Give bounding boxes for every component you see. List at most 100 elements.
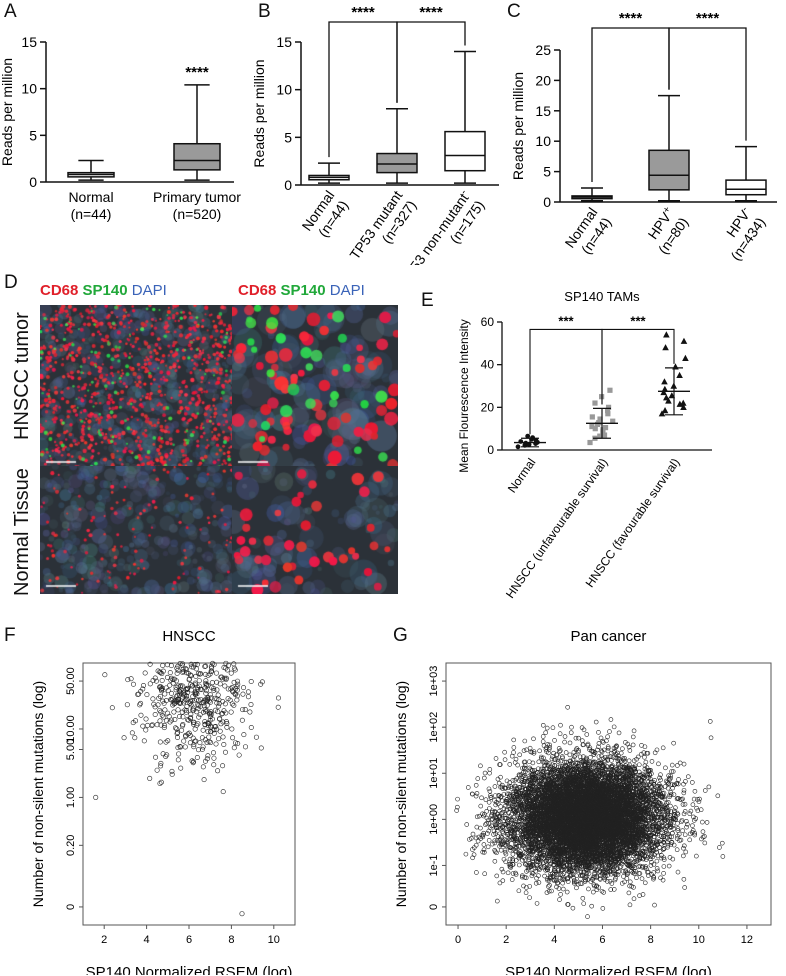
data-point	[504, 791, 510, 797]
x-axis-label: SP140 Normalized RSEM (log)	[505, 964, 712, 975]
data-point	[207, 711, 213, 717]
data-point	[189, 758, 195, 764]
data-point	[142, 670, 148, 676]
data-point	[194, 709, 200, 715]
data-point	[195, 747, 201, 753]
chart-title: Pan cancer	[571, 628, 647, 645]
data-point	[611, 750, 617, 755]
y-tick-label: 0	[543, 194, 551, 210]
data-point	[153, 678, 159, 684]
data-point	[675, 869, 681, 875]
data-point	[184, 666, 190, 672]
data-point	[174, 670, 180, 676]
data-point	[658, 410, 666, 417]
data-point	[175, 734, 181, 740]
x-tick-label: 4	[551, 934, 557, 946]
micrograph-normal-low-mag	[40, 466, 237, 594]
y-tick-label: 0	[428, 904, 440, 910]
data-point	[654, 858, 660, 864]
data-point	[186, 717, 192, 723]
sp140-label: SP140	[280, 282, 326, 299]
data-point	[587, 439, 593, 446]
data-point	[194, 661, 200, 667]
data-point	[169, 771, 175, 777]
data-point	[239, 911, 245, 917]
y-tick-label: 50.00	[65, 667, 77, 695]
x-tick-label: 8	[648, 934, 654, 946]
data-point	[694, 805, 699, 811]
y-tick-label: 0	[284, 177, 292, 193]
data-point	[192, 726, 198, 732]
data-point	[235, 678, 241, 684]
data-point	[610, 418, 616, 424]
y-tick-label: 10	[535, 133, 551, 149]
data-point	[165, 688, 171, 694]
data-point	[204, 739, 210, 745]
data-point	[654, 747, 660, 753]
x-tick-label: 6	[599, 934, 605, 946]
data-point	[196, 678, 202, 684]
y-axis-label: Number of non-silent mutations (log)	[393, 681, 409, 907]
y-tick-label: 0	[487, 443, 494, 457]
data-point	[200, 699, 206, 705]
data-point	[121, 735, 127, 741]
data-point	[640, 892, 646, 897]
data-point	[129, 730, 135, 736]
data-point	[182, 744, 188, 750]
data-point	[509, 753, 515, 759]
data-point	[483, 822, 488, 827]
data-point	[621, 874, 626, 879]
data-point	[158, 670, 164, 676]
data-point	[275, 695, 281, 701]
data-point	[474, 814, 480, 820]
data-point	[140, 723, 146, 729]
cd68-label: CD68	[40, 282, 79, 299]
data-point	[487, 767, 493, 772]
data-point	[176, 751, 182, 757]
data-point	[190, 705, 196, 711]
data-point	[159, 712, 165, 718]
data-point	[203, 671, 209, 677]
data-point	[511, 745, 517, 750]
data-point	[109, 705, 115, 711]
y-tick-label: 5	[543, 164, 551, 180]
data-point	[680, 337, 688, 344]
data-point	[213, 741, 219, 747]
data-point	[607, 729, 612, 734]
data-point	[170, 677, 176, 683]
data-point	[525, 867, 531, 873]
x-tick-label: 8	[228, 934, 234, 946]
data-point	[234, 687, 240, 693]
data-point	[161, 714, 167, 720]
y-tick-label: 1.00	[65, 787, 77, 808]
data-point	[681, 876, 687, 882]
data-point	[649, 759, 655, 764]
data-point	[130, 681, 136, 687]
data-point	[197, 686, 203, 692]
data-point	[191, 744, 197, 750]
data-point	[658, 875, 663, 881]
data-point	[245, 689, 251, 695]
data-point	[222, 683, 228, 689]
stain-label-right: CD68 SP140 DAPI	[238, 282, 365, 299]
data-point	[179, 727, 185, 733]
data-point	[630, 734, 636, 740]
data-point	[168, 690, 174, 696]
data-point	[473, 835, 479, 841]
data-point	[638, 751, 644, 757]
data-point	[211, 762, 217, 768]
data-point	[219, 711, 225, 717]
data-point	[214, 726, 220, 732]
data-point	[163, 698, 169, 704]
data-point	[502, 785, 508, 791]
y-tick-label: 60	[481, 315, 495, 329]
data-point	[615, 872, 621, 877]
data-point	[637, 871, 643, 876]
data-point	[188, 673, 194, 679]
data-point	[592, 400, 598, 406]
data-point	[687, 811, 693, 816]
point-cloud	[454, 705, 726, 919]
data-point	[191, 721, 197, 727]
data-point	[196, 683, 202, 689]
